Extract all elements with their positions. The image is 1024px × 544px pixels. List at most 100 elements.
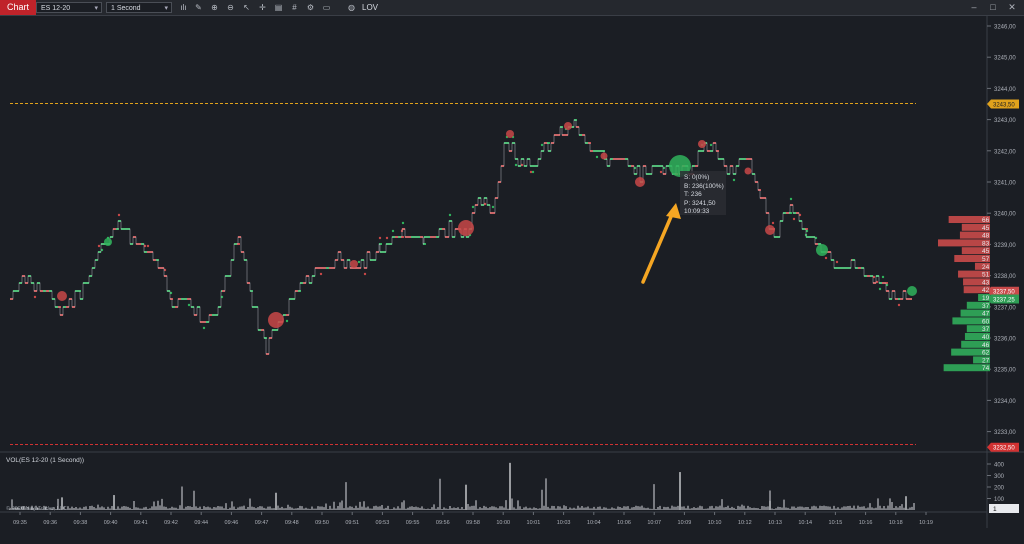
price-marker xyxy=(987,294,1019,304)
volume-tick-label: 400 xyxy=(994,463,1005,469)
ask-size-label: 66 xyxy=(982,217,990,224)
volume-value-marker: 1 xyxy=(989,504,1019,513)
bid-depth-bar xyxy=(973,356,990,364)
bid-size-label: 19 xyxy=(982,295,990,302)
trade-bubble[interactable] xyxy=(600,152,608,160)
ask-size-label: 51 xyxy=(982,272,990,279)
ask-depth-bar xyxy=(954,255,990,262)
template-icon[interactable]: ▭ xyxy=(322,3,331,12)
price-marker xyxy=(987,286,1019,296)
bid-depth-bar xyxy=(960,309,990,317)
trade-bubble[interactable] xyxy=(907,286,917,296)
bid-depth-bar xyxy=(943,364,990,372)
time-tick-label: 10:00 xyxy=(496,520,510,526)
trade-bubble[interactable] xyxy=(635,177,645,187)
time-tick-label: 09:56 xyxy=(436,520,450,526)
time-tick-label: 09:38 xyxy=(74,520,88,526)
bid-size-label: 62 xyxy=(982,350,990,357)
trade-bubble[interactable] xyxy=(268,312,284,328)
price-tick-label: 3239,00 xyxy=(994,243,1016,249)
trade-bubble[interactable] xyxy=(350,260,358,268)
interval-value: 1 Second xyxy=(111,5,141,12)
bid-size-label: 37 xyxy=(982,326,990,333)
chart-area[interactable]: 3246,00 3245,00 3244,00 3243,00 3242,00 3241,… xyxy=(0,16,1024,544)
draw-tool-icon[interactable]: ✎ xyxy=(195,3,202,12)
tooltip-line: T: 236 xyxy=(684,191,702,198)
time-tick-label: 09:51 xyxy=(345,520,359,526)
time-tick-label: 09:48 xyxy=(285,520,299,526)
svg-text:3237,25: 3237,25 xyxy=(993,297,1015,303)
price-tick-label: 3234,00 xyxy=(994,399,1016,405)
bid-depth-bar xyxy=(966,301,990,309)
hash-icon[interactable]: # xyxy=(292,3,297,12)
ask-size-label: 83 xyxy=(982,240,990,247)
zoom-in-icon[interactable]: ⊕ xyxy=(211,3,218,12)
ask-depth-bar xyxy=(961,247,990,255)
trade-bubble[interactable] xyxy=(506,130,514,138)
instrument-selector[interactable]: ES 12-20 ▾ xyxy=(36,2,102,13)
trade-bubble[interactable] xyxy=(698,140,706,148)
properties-icon[interactable]: ⚙ xyxy=(306,3,315,12)
cursor-icon[interactable]: ↖ xyxy=(243,3,250,12)
crosshair-icon[interactable]: ✛ xyxy=(259,3,266,12)
close-icon[interactable]: ✕ xyxy=(1008,2,1016,12)
time-tick-label: 09:41 xyxy=(134,520,148,526)
indicator-label[interactable]: LOV xyxy=(362,3,379,12)
ask-depth-bar xyxy=(963,278,990,286)
time-tick-label: 10:07 xyxy=(647,520,661,526)
svg-text:3237,50: 3237,50 xyxy=(993,290,1015,296)
trade-bubble[interactable] xyxy=(564,122,572,130)
instrument-value: ES 12-20 xyxy=(41,5,71,12)
chart-toolbar: Chart ES 12-20 ▾ 1 Second ▾ ılı ✎ ⊕ ⊖ ↖ … xyxy=(0,0,1024,16)
minimize-icon[interactable]: – xyxy=(971,2,977,12)
time-tick-label: 09:58 xyxy=(466,520,480,526)
ask-depth-bar xyxy=(963,286,990,294)
time-tick-label: 10:18 xyxy=(889,520,903,526)
volume-tick-label: 200 xyxy=(994,486,1005,492)
bid-size-label: 46 xyxy=(982,342,990,349)
trade-tooltip: S: 0(0%) B: 236(100%) T: 236 P: 3241,50 … xyxy=(680,171,726,215)
annotation-arrow xyxy=(641,203,681,284)
bid-size-label: 27 xyxy=(982,357,990,364)
volume-tick-label: 100 xyxy=(994,497,1005,503)
maximize-icon[interactable]: □ xyxy=(990,2,996,12)
trade-bubble[interactable] xyxy=(104,238,112,246)
time-tick-label: 09:42 xyxy=(164,520,178,526)
price-tick-label: 3237,00 xyxy=(994,305,1016,311)
time-tick-label: 09:35 xyxy=(13,520,27,526)
svg-text:1: 1 xyxy=(993,506,997,513)
time-tick-label: 09:50 xyxy=(315,520,329,526)
data-box-icon[interactable]: ▤ xyxy=(274,3,283,12)
price-path xyxy=(10,119,912,355)
bid-size-label: 40 xyxy=(982,334,990,341)
chart-trader-icon[interactable]: ◍ xyxy=(348,3,355,12)
time-tick-label: 10:15 xyxy=(829,520,843,526)
time-tick-label: 09:46 xyxy=(225,520,239,526)
ask-size-label: 24 xyxy=(982,264,990,271)
trade-bubble[interactable] xyxy=(744,167,752,175)
ask-size-label: 42 xyxy=(982,287,990,294)
time-tick-label: 10:04 xyxy=(587,520,601,526)
tab-chart[interactable]: Chart xyxy=(0,0,37,15)
trade-bubble[interactable] xyxy=(765,225,775,235)
bid-size-label: 60 xyxy=(982,318,990,325)
time-tick-label: 09:53 xyxy=(376,520,390,526)
time-tick-label: 10:06 xyxy=(617,520,631,526)
ask-size-label: 43 xyxy=(982,279,990,286)
chevron-down-icon: ▾ xyxy=(94,5,98,12)
ask-depth-bar xyxy=(974,262,990,270)
bar-type-icon[interactable]: ılı xyxy=(180,3,187,12)
time-tick-label: 10:12 xyxy=(738,520,752,526)
price-tick-label: 3238,00 xyxy=(994,274,1016,280)
interval-selector[interactable]: 1 Second ▾ xyxy=(106,2,172,13)
trade-bubble[interactable] xyxy=(57,291,67,301)
trade-bubble[interactable] xyxy=(816,244,828,256)
price-tick-label: 3243,00 xyxy=(994,118,1016,124)
price-tick-label: 3236,00 xyxy=(994,337,1016,343)
bid-depth-bar xyxy=(966,325,990,333)
bid-depth-bar xyxy=(961,340,990,348)
ask-size-label: 45 xyxy=(982,225,990,232)
trade-bubble[interactable] xyxy=(458,220,474,236)
tooltip-line: P: 3241,50 xyxy=(684,200,716,207)
zoom-out-icon[interactable]: ⊖ xyxy=(227,3,234,12)
